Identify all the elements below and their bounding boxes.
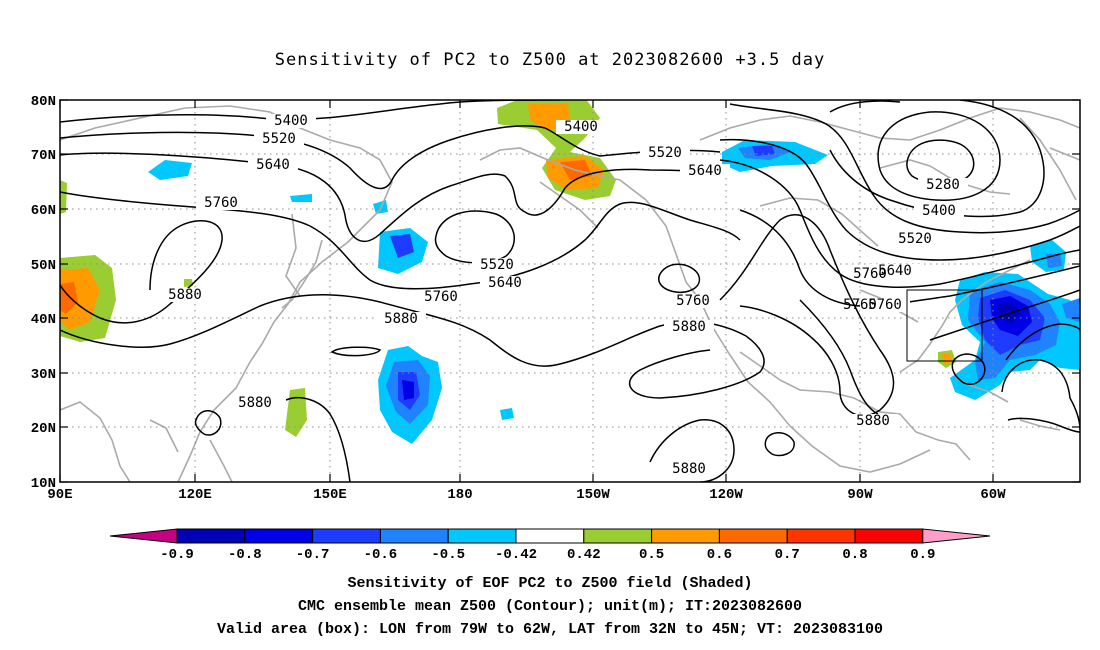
colorbar-swatch — [583, 528, 653, 544]
contour-label: 5520 — [480, 257, 514, 273]
colorbar-swatch — [244, 528, 314, 544]
map-title: Sensitivity of PC2 to Z500 at 2023082600… — [274, 50, 826, 70]
lon-tick-label: 150E — [313, 487, 347, 503]
lat-tick-label: 80N — [31, 94, 56, 110]
coast-asia — [60, 105, 393, 482]
contour-5760-ring — [60, 219, 223, 324]
lon-tick-label: 150W — [576, 487, 610, 503]
colorbar-low-triangle — [109, 528, 178, 544]
colorbar-swatch — [854, 528, 924, 544]
lon-tick-label: 90W — [847, 487, 873, 503]
contour-label: 5760 — [868, 297, 902, 313]
axis-ticks — [59, 99, 1080, 483]
contour-label: 5400 — [274, 113, 308, 129]
contour-label: 5400 — [922, 203, 956, 219]
colorbar-label: -0.6 — [364, 547, 398, 563]
colorbar-label: -0.9 — [160, 547, 194, 563]
colorbar-swatch — [312, 528, 381, 544]
colorbar-swatch — [379, 528, 449, 544]
colorbar-high-triangle — [922, 528, 991, 544]
colorbar-swatch — [718, 528, 788, 544]
colorbar-swatch — [515, 528, 585, 544]
map-frame — [59, 99, 1081, 483]
contour-label: 5640 — [688, 163, 722, 179]
coast-greenland — [1019, 117, 1077, 201]
coast-japan — [281, 239, 323, 309]
colorbar-label: 0.8 — [842, 547, 867, 563]
contour-label: 5760 — [424, 289, 458, 305]
z500-contours — [60, 100, 1080, 482]
colorbar-label: 0.5 — [639, 547, 664, 563]
lat-tick-label: 60N — [31, 203, 56, 219]
contour-5880-main — [60, 294, 765, 399]
coastlines — [60, 105, 1080, 482]
shaded-sensitivity — [60, 100, 1080, 444]
colorbar-swatch — [651, 528, 720, 544]
contour-label: 5640 — [256, 157, 290, 173]
valid-area-box — [906, 289, 983, 362]
contour-label: 5640 — [878, 263, 912, 279]
contour-label: 5640 — [488, 275, 522, 291]
lat-tick-label: 70N — [31, 148, 56, 164]
coast-alaska — [479, 147, 687, 283]
lon-tick-label: 120E — [178, 487, 212, 503]
lat-tick-label: 40N — [31, 312, 56, 328]
lon-tick-label: 120W — [709, 487, 743, 503]
lat-tick-label: 20N — [31, 421, 56, 437]
contour-label: 5400 — [564, 119, 598, 135]
colorbar-label: 0.6 — [707, 547, 732, 563]
colorbar-label: -0.42 — [495, 547, 537, 563]
contour-label: 5520 — [898, 231, 932, 247]
lon-tick-label: 90E — [47, 487, 72, 503]
contour-label: 5880 — [672, 319, 706, 335]
contour-label-text: 5400552056405760588054005520564055205640… — [168, 113, 960, 477]
caption-shaded: Sensitivity of EOF PC2 to Z500 field (Sh… — [347, 575, 753, 592]
contour-label: 5760 — [204, 195, 238, 211]
colorbar-swatch — [447, 528, 517, 544]
contour-label: 5520 — [648, 145, 682, 161]
colorbar-swatch — [176, 528, 246, 544]
colorbar-label: 0.9 — [910, 547, 935, 563]
colorbar-label: -0.7 — [296, 547, 330, 563]
contour-label: 5880 — [168, 287, 202, 303]
lat-tick-label: 50N — [31, 258, 56, 274]
contour-label: 5760 — [676, 293, 710, 309]
contour-5520-west — [60, 125, 721, 190]
lat-tick-label: 30N — [31, 367, 56, 383]
colorbar-label: 0.7 — [775, 547, 800, 563]
contour-labels — [160, 114, 968, 476]
contour-label: 5760 — [853, 266, 887, 282]
contour-label: 5760 — [843, 297, 877, 313]
contour-5280-low — [906, 139, 975, 184]
caption-contour: CMC ensemble mean Z500 (Contour); unit(m… — [297, 598, 803, 615]
contour-label: 5880 — [672, 461, 706, 477]
contour-label: 5520 — [262, 131, 296, 147]
caption-valid-area: Valid area (box): LON from 79W to 62W, L… — [216, 621, 884, 638]
lat-tick-label: 10N — [31, 476, 56, 492]
contour-label: 5880 — [384, 311, 418, 327]
colorbar-label: 0.42 — [567, 547, 601, 563]
contour-5880-loop-east — [719, 214, 895, 417]
coast-arctic-islands — [699, 107, 1001, 141]
lon-tick-label: 60W — [980, 487, 1006, 503]
contour-label: 5880 — [238, 395, 272, 411]
colorbar-label: -0.8 — [228, 547, 262, 563]
lon-tick-label: 180 — [447, 487, 472, 503]
contour-label: 5280 — [926, 177, 960, 193]
contour-label: 5880 — [856, 413, 890, 429]
contour-5400-west — [60, 100, 561, 123]
colorbar: -0.9 -0.8 -0.7 -0.6 -0.5 -0.42 0.42 0.5 0.6 0.7 0.… — [109, 528, 991, 563]
colorbar-swatch — [786, 528, 856, 544]
colorbar-label: -0.5 — [431, 547, 465, 563]
